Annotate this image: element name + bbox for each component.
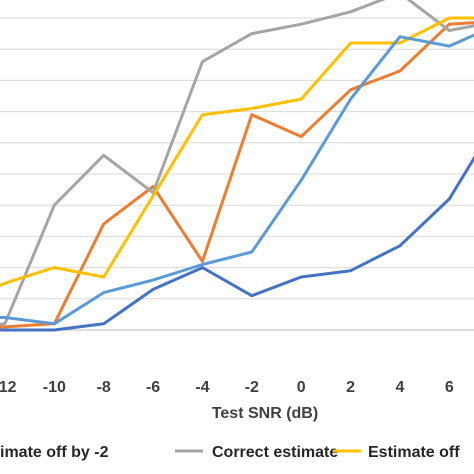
series-line-3	[0, 33, 474, 326]
series-line-0	[0, 21, 474, 329]
x-axis-title: Test SNR (dB)	[212, 405, 318, 422]
x-tick-label: -4	[195, 379, 209, 396]
x-tick-label: 6	[445, 379, 454, 396]
x-tick-label: 0	[297, 379, 306, 396]
series-line-4	[0, 155, 474, 332]
x-tick-label: 4	[395, 379, 404, 396]
x-tick-label: -8	[97, 379, 111, 396]
x-tick-label: -6	[146, 379, 160, 396]
legend-label: imate off by -2	[0, 444, 109, 461]
x-tick-labels: -12 -10 -8 -6 -4 -2 0 2 4 6	[0, 379, 454, 396]
x-tick-label: -2	[245, 379, 259, 396]
x-tick-label: 2	[346, 379, 355, 396]
x-tick-label: -12	[0, 379, 17, 396]
legend: imate off by -2 Correct estimate Estimate …	[0, 444, 460, 461]
gridlines	[0, 17, 474, 331]
x-tick-label: -10	[43, 379, 66, 396]
series-lines	[0, 0, 474, 332]
legend-label: Correct estimate	[212, 444, 338, 461]
legend-label: Estimate off	[368, 444, 460, 461]
series-line-1	[0, 0, 474, 326]
